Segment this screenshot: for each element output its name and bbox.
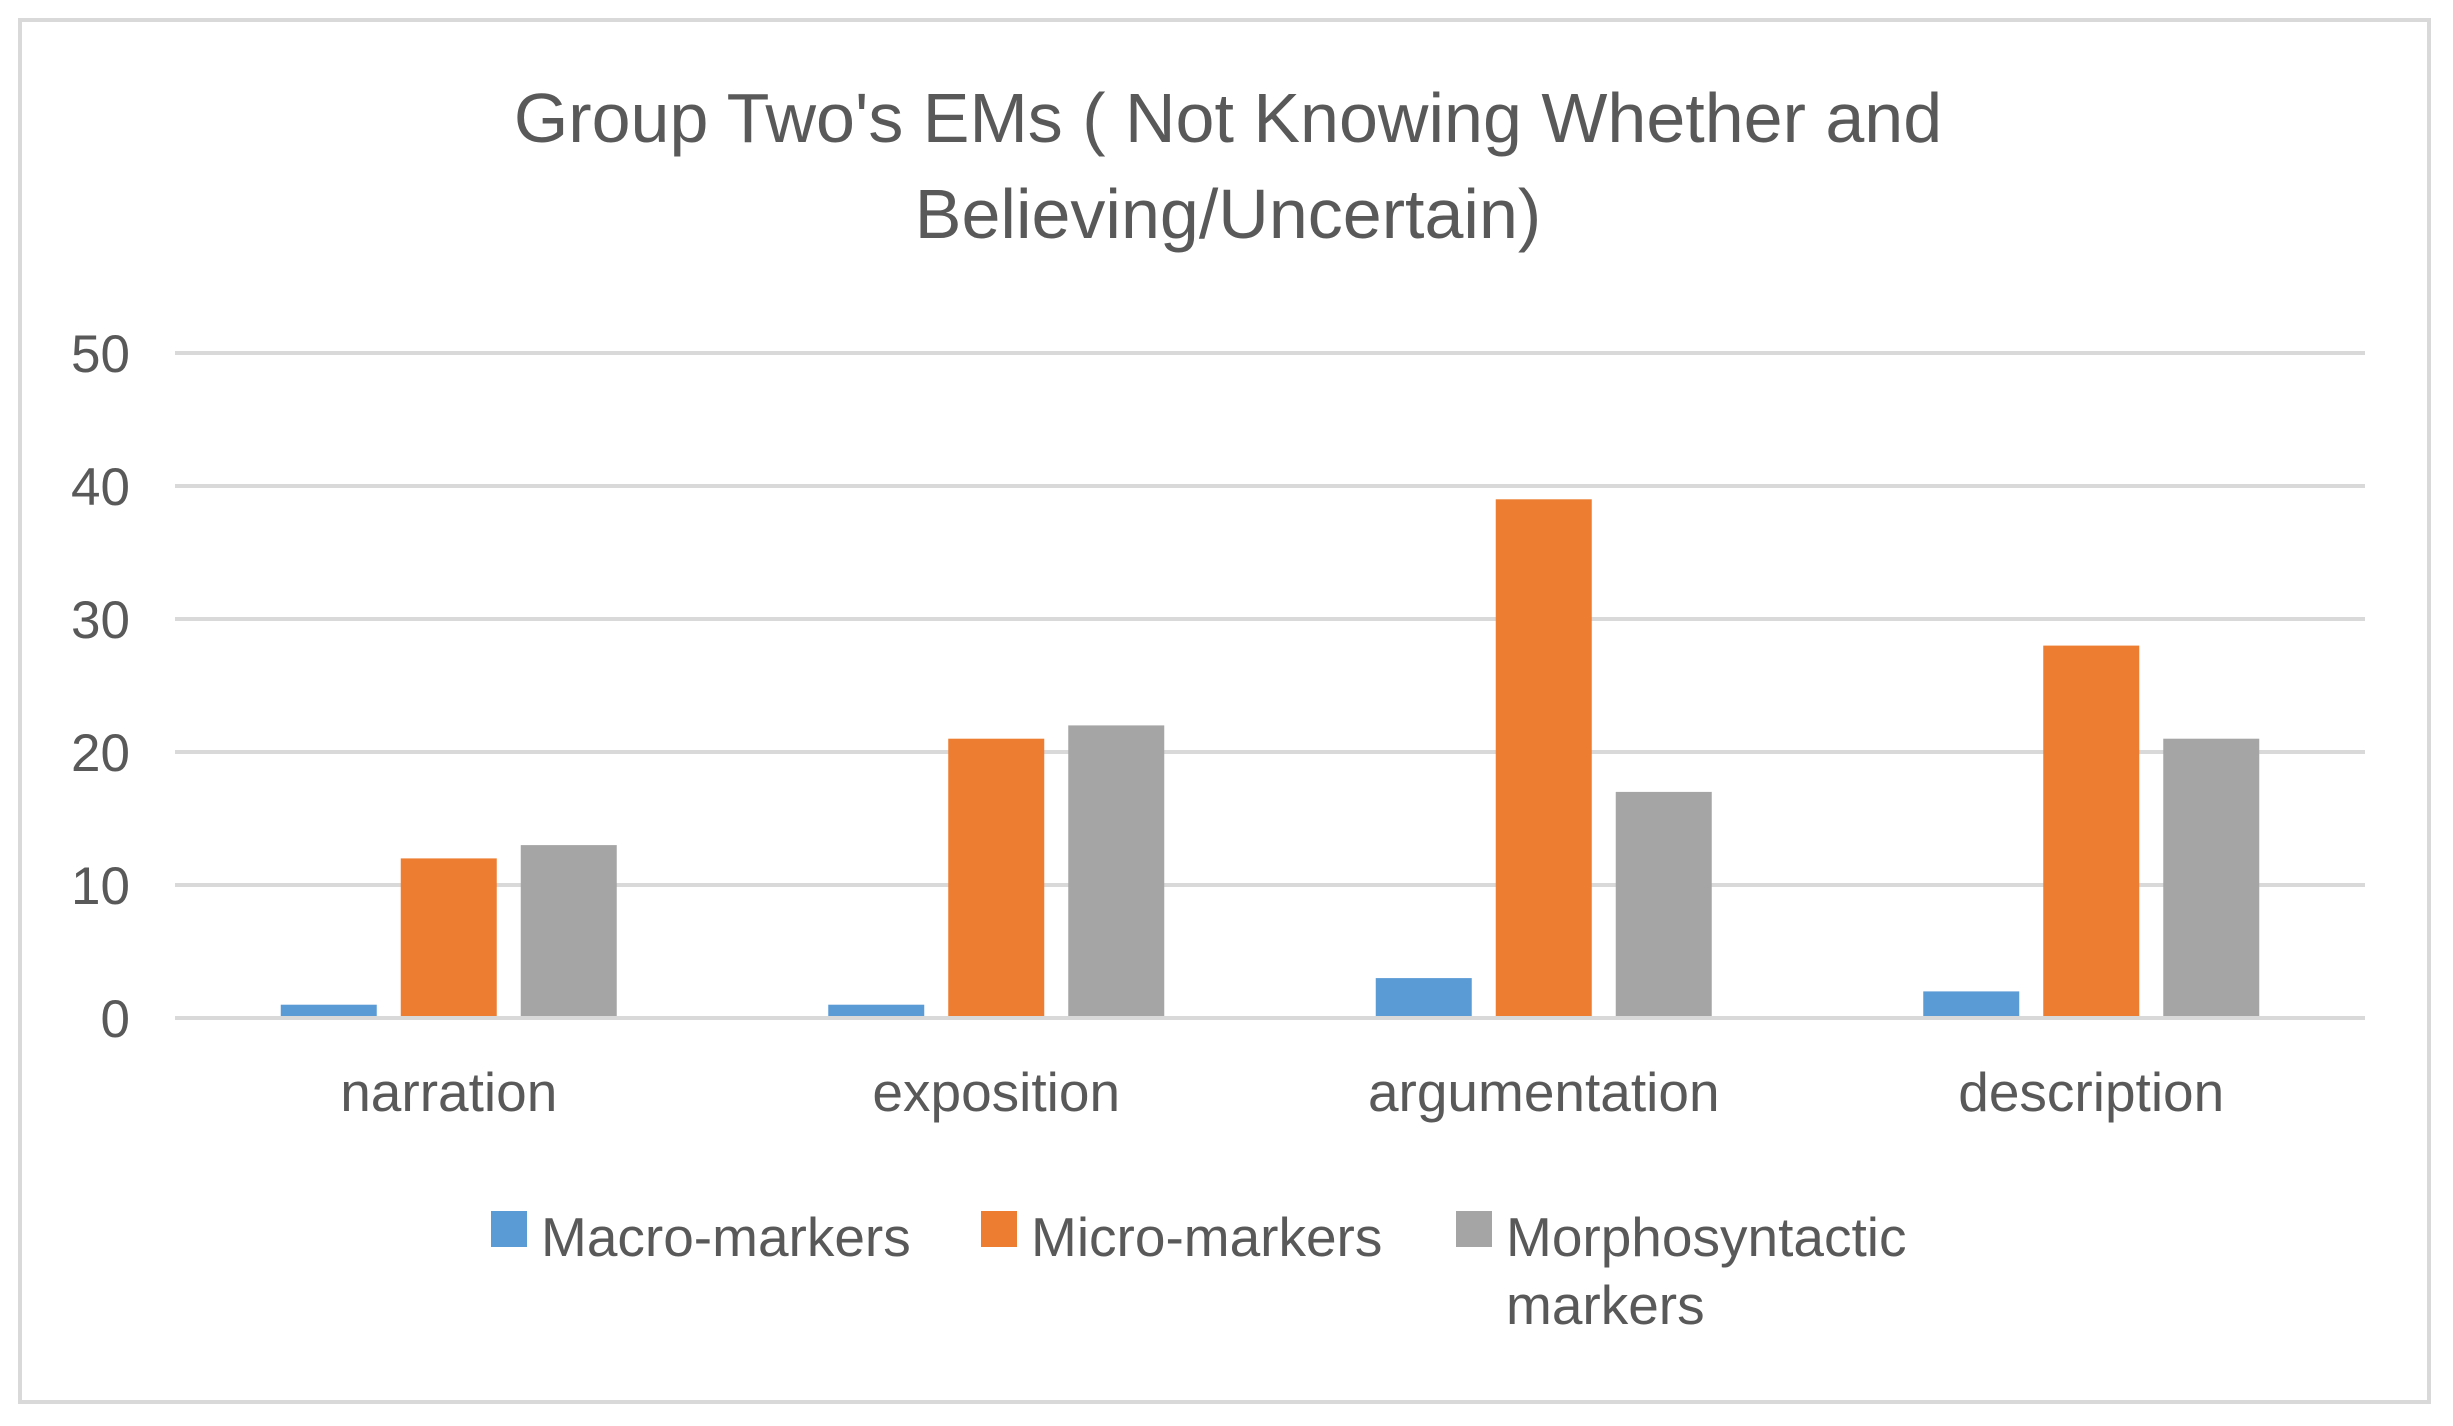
bar-morphosyntactic-markers [520,845,617,1018]
legend-swatch [1456,1211,1492,1247]
x-axis-category-labels: narration exposition argumentation descript… [340,1061,2224,1123]
y-tick-label: 10 [71,857,130,916]
bar-macro-markers [828,1004,925,1018]
chart-frame [18,18,2431,1404]
x-category-label: narration [340,1061,557,1123]
y-tick-label: 30 [71,591,130,650]
legend-label: markers [1506,1274,1705,1336]
y-tick-label: 20 [71,724,130,783]
bar-morphosyntactic-markers [1068,725,1165,1018]
bar-macro-markers [1375,978,1472,1018]
bar-macro-markers [280,1004,377,1018]
x-category-label: argumentation [1368,1061,1720,1123]
bar-macro-markers [1923,991,2020,1018]
bar-micro-markers [2043,645,2140,1018]
legend-label: Morphosyntactic [1506,1206,1906,1268]
x-category-label: description [1958,1061,2224,1123]
chart-title: Group Two's EMs ( Not Knowing Whether an… [514,79,1942,253]
chart-title-line-2: Believing/Uncertain) [915,175,1541,253]
y-tick-label: 50 [71,325,130,384]
bar-micro-markers [1495,499,1592,1018]
legend: Macro-markers Micro-markers Morphosyntacti… [491,1206,1906,1336]
legend-label: Micro-markers [1031,1206,1382,1268]
bar-morphosyntactic-markers [1615,791,1712,1018]
gridlines [175,351,2365,887]
x-category-label: exposition [872,1061,1120,1123]
bar-micro-markers [400,858,497,1018]
legend-label: Macro-markers [541,1206,911,1268]
y-tick-label: 0 [101,990,130,1049]
legend-swatch [491,1211,527,1247]
y-tick-label: 40 [71,458,130,517]
y-axis-tick-labels: 0 10 20 30 40 50 [71,325,130,1049]
chart-title-line-1: Group Two's EMs ( Not Knowing Whether an… [514,79,1942,157]
bars [280,499,2260,1018]
legend-swatch [981,1211,1017,1247]
bar-morphosyntactic-markers [2163,738,2260,1018]
bar-micro-markers [948,738,1045,1018]
